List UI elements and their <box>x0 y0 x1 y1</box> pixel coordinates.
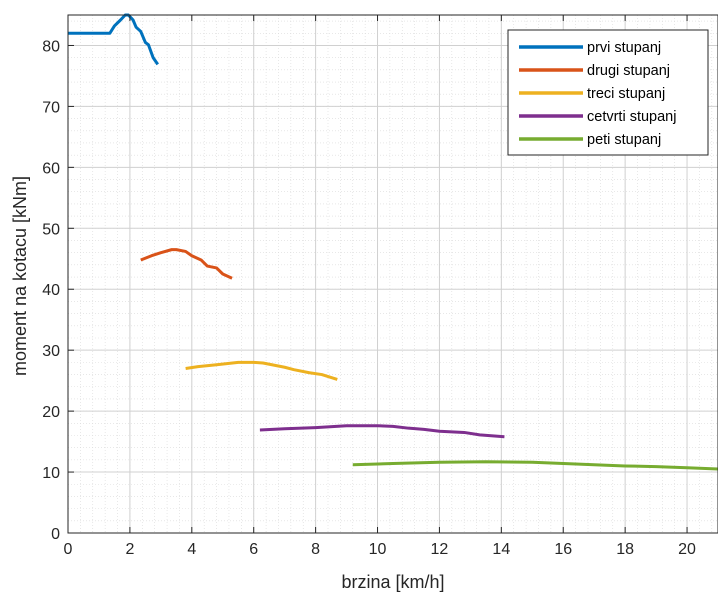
legend: prvi stupanj drugi stupanj treci stupanj ce… <box>507 29 709 156</box>
y-tick-label: 60 <box>42 160 60 177</box>
x-tick-label: 20 <box>678 541 696 558</box>
x-tick-label: 4 <box>187 541 196 558</box>
x-tick-label: 18 <box>616 541 634 558</box>
x-tick-label: 10 <box>369 541 387 558</box>
series-line-3 <box>185 360 338 381</box>
plot-frame <box>67 14 718 534</box>
y-tick-label: 70 <box>42 99 60 116</box>
x-tick-label: 8 <box>311 541 320 558</box>
x-tick-label: 2 <box>125 541 134 558</box>
legend-label-3: treci stupanj <box>587 86 665 102</box>
y-tick-label: 50 <box>42 221 60 238</box>
x-axis-label: brzina [km/h] <box>341 572 444 592</box>
y-tick-label: 20 <box>42 404 60 421</box>
series-line-5 <box>352 460 718 471</box>
x-tick-label: 14 <box>492 541 510 558</box>
axis-ticks <box>67 15 688 534</box>
y-tick-label: 0 <box>51 526 60 543</box>
x-tick-label: 16 <box>554 541 572 558</box>
legend-label-1: prvi stupanj <box>587 40 661 56</box>
series-line-2 <box>140 248 233 280</box>
legend-label-4: cetvrti stupanj <box>587 109 676 125</box>
x-tick-labels: 0 2 4 6 8 10 12 14 16 18 20 <box>64 541 697 558</box>
y-tick-label: 40 <box>42 282 60 299</box>
y-tick-label: 80 <box>42 38 60 55</box>
series-line-4 <box>259 424 505 439</box>
legend-label-2: drugi stupanj <box>587 63 670 79</box>
series-line-1 <box>68 13 159 66</box>
legend-label-5: peti stupanj <box>587 132 661 148</box>
y-tick-label: 10 <box>42 465 60 482</box>
x-tick-label: 12 <box>431 541 449 558</box>
y-tick-labels: 0 10 20 30 40 50 60 70 80 <box>42 38 60 543</box>
y-axis-label: moment na kotacu [kNm] <box>10 176 30 376</box>
x-tick-label: 0 <box>64 541 73 558</box>
y-tick-label: 30 <box>42 343 60 360</box>
x-tick-label: 6 <box>249 541 258 558</box>
